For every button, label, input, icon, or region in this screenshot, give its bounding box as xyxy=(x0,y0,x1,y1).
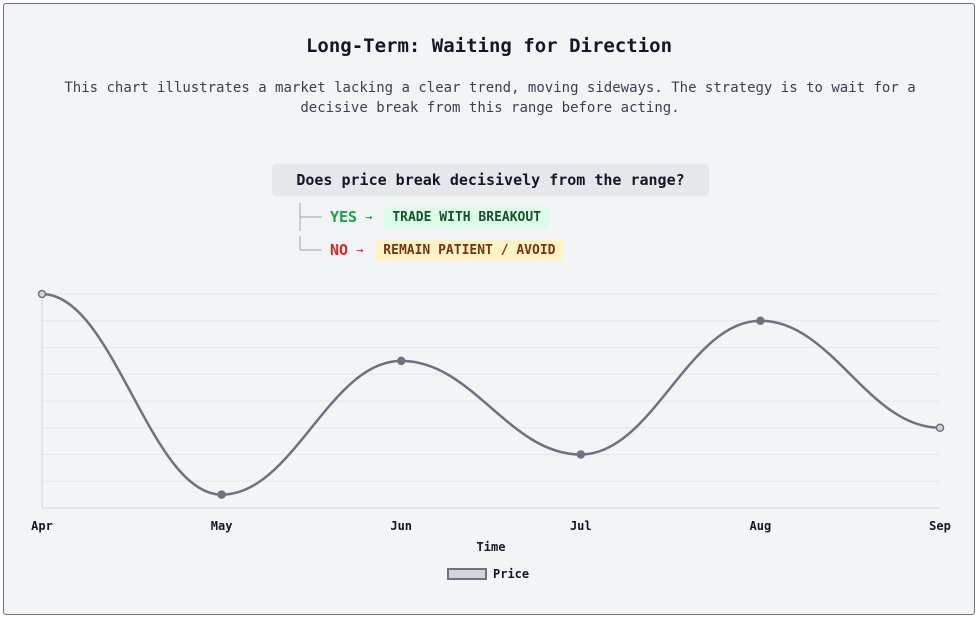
data-point-aug[interactable] xyxy=(756,316,765,325)
x-tick-label: Apr xyxy=(31,519,53,533)
x-tick-label: May xyxy=(211,519,233,533)
yes-arrow-icon: → xyxy=(365,210,373,224)
page-title: Long-Term: Waiting for Direction xyxy=(305,35,673,57)
chart-legend[interactable]: Price xyxy=(447,567,529,581)
data-point-may[interactable] xyxy=(217,490,226,499)
x-axis-title: Time xyxy=(477,540,506,554)
yes-label: YES xyxy=(330,208,358,226)
yes-action-badge: TRADE WITH BREAKOUT xyxy=(384,206,550,228)
legend-label-price: Price xyxy=(493,567,530,581)
legend-swatch xyxy=(447,568,487,580)
chart-grid xyxy=(42,293,940,482)
x-tick-label: Sep xyxy=(929,519,951,533)
branch-connector-icon xyxy=(299,203,322,231)
data-point-jul[interactable] xyxy=(576,450,586,459)
no-label: NO xyxy=(330,241,349,259)
data-point-sep[interactable] xyxy=(935,423,945,432)
x-tick-label: Jul xyxy=(570,519,592,533)
decision-branch-no: NO → REMAIN PATIENT / AVOID xyxy=(296,236,564,264)
x-tick-label: Jun xyxy=(390,519,412,533)
page-subtitle: This chart illustrates a market lacking … xyxy=(64,80,916,116)
no-arrow-icon: → xyxy=(356,243,364,257)
chart-card: Long-Term: Waiting for Direction This ch… xyxy=(3,3,975,615)
no-action-badge: REMAIN PATIENT / AVOID xyxy=(375,239,564,261)
data-point-apr[interactable] xyxy=(37,289,47,299)
x-tick-label: Aug xyxy=(750,519,772,533)
decision-question: Does price break decisively from the ran… xyxy=(272,164,709,196)
data-point-jun[interactable] xyxy=(396,356,406,366)
branch-end-connector-icon xyxy=(299,236,322,251)
decision-branch-yes: YES → TRADE WITH BREAKOUT xyxy=(296,203,550,231)
price-series-line xyxy=(41,292,941,496)
